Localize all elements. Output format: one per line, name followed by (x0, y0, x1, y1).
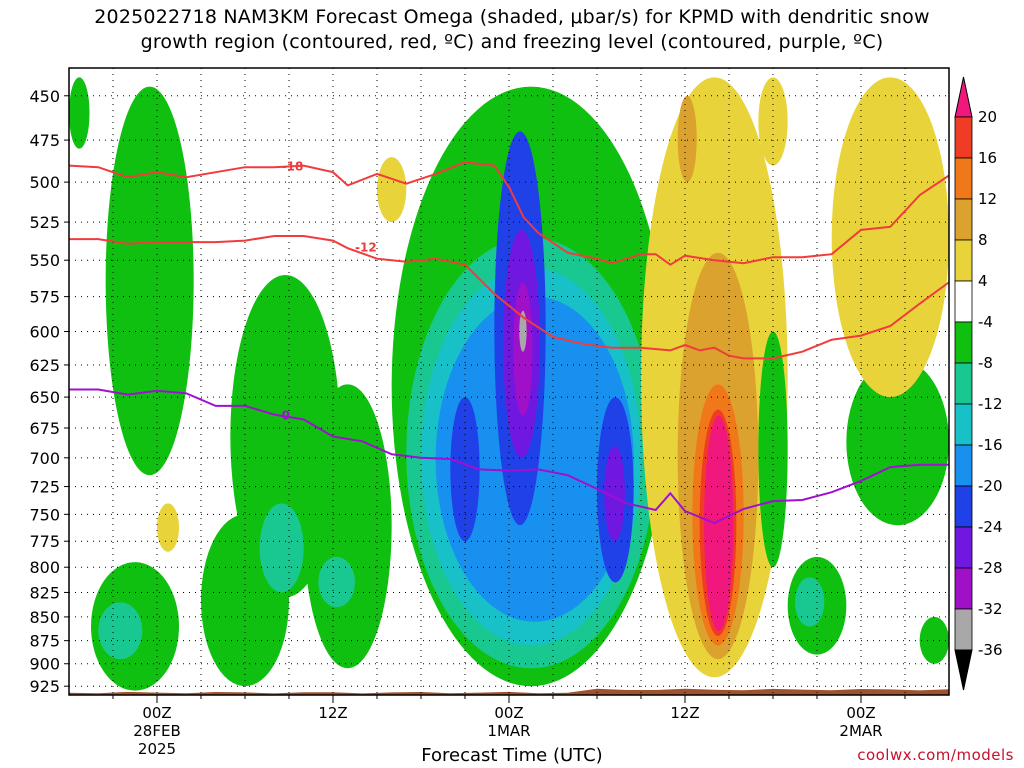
grid-layer (69, 68, 949, 695)
omega-region-32 (919, 616, 949, 664)
y-tick-label-700: 700 (29, 449, 60, 468)
x-tick-label-48-0: 00Z (846, 704, 875, 722)
colorbar-label-8: -16 (978, 436, 1003, 454)
colorbar-bin-4 (954, 239, 973, 282)
omega-region-31 (846, 358, 949, 526)
colorbar-bin-13 (954, 608, 973, 651)
omega-region-4 (157, 503, 179, 552)
x-tick-label-0-2: 2025 (138, 740, 176, 758)
y-tick-label-450: 450 (29, 87, 60, 106)
omega-region-19 (519, 310, 527, 352)
contour-line-2 (69, 388, 949, 525)
colorbar-bin-11 (954, 526, 973, 569)
terrain-layer (69, 688, 949, 695)
x-tick-label-0-0: 00Z (142, 704, 171, 722)
contour-line-1 (69, 235, 949, 360)
colorbar-bin-9 (954, 444, 973, 487)
colorbar-label-12: -32 (978, 600, 1003, 618)
y-tick-label-825: 825 (29, 583, 60, 602)
credit-text: coolwx.com/models (857, 746, 1014, 764)
colorbar-bin-10 (954, 485, 973, 528)
y-tick-label-875: 875 (29, 632, 60, 651)
x-tick-label-48-1: 2MAR (839, 722, 882, 740)
omega-region-1 (98, 602, 143, 660)
colorbar-bin-12 (954, 567, 973, 610)
x-tick-label-24-0: 00Z (494, 704, 523, 722)
contour-layer: -18 -12 0 (69, 160, 949, 525)
colorbar-label-10: -24 (978, 518, 1003, 536)
colorbar-bin-7 (954, 362, 973, 405)
y-tick-label-725: 725 (29, 478, 60, 497)
colorbar: 20 16 12 8 4 -4 -8 -12 -16 -20 -24 -28 -32 -36 (954, 76, 1003, 691)
omega-shading-layer (69, 77, 949, 691)
y-tick-label-775: 775 (29, 532, 60, 551)
omega-region-2 (105, 86, 194, 476)
y-tick-label-475: 475 (29, 131, 60, 150)
x-tick-label-0-1: 28FEB (133, 722, 180, 740)
colorbar-label-1: 16 (978, 149, 997, 167)
y-tick-label-575: 575 (29, 288, 60, 307)
chart-title-line-1: 2025022718 NAM3KM Forecast Omega (shaded… (94, 6, 930, 28)
y-tick-label-600: 600 (29, 323, 60, 342)
omega-region-30 (795, 577, 825, 627)
y-tick-label-900: 900 (29, 655, 60, 674)
x-tick-label-12-0: 12Z (318, 704, 347, 722)
colorbar-label-6: -8 (978, 354, 993, 372)
y-tick-label-550: 550 (29, 251, 60, 270)
colorbar-label-3: 8 (978, 231, 988, 249)
y-axis: 450 475 500 525 550 575 600 625 650 675 700 725 750 7… (29, 87, 69, 696)
colorbar-bin-1 (954, 116, 973, 159)
colorbar-label-7: -12 (978, 395, 1003, 413)
colorbar-bin-5 (954, 280, 973, 323)
omega-region-34 (758, 77, 788, 166)
colorbar-label-11: -28 (978, 559, 1003, 577)
contour-label-0: -18 (282, 160, 304, 174)
y-tick-label-650: 650 (29, 388, 60, 407)
y-tick-label-625: 625 (29, 356, 60, 375)
chart-title-line-2: growth region (contoured, red, ºC) and f… (140, 31, 884, 53)
omega-region-15 (450, 397, 480, 542)
omega-region-3 (69, 77, 90, 149)
colorbar-label-13: -36 (978, 641, 1003, 659)
y-tick-label-800: 800 (29, 558, 60, 577)
colorbar-label-4: 4 (978, 272, 988, 290)
x-axis-title: Forecast Time (UTC) (421, 745, 603, 766)
omega-region-7 (259, 503, 304, 593)
colorbar-label-9: -20 (978, 477, 1003, 495)
omega-region-33 (831, 77, 949, 398)
colorbar-label-0: 20 (978, 108, 997, 126)
y-tick-label-850: 850 (29, 608, 60, 627)
contour-line-0 (69, 161, 949, 266)
terrain-surface (69, 688, 949, 695)
colorbar-bin-3 (954, 198, 973, 241)
y-tick-label-675: 675 (29, 419, 60, 438)
y-tick-label-500: 500 (29, 173, 60, 192)
contour-label-2: 0 (282, 409, 290, 423)
omega-region-21 (604, 446, 625, 542)
x-tick-label-24-1: 1MAR (487, 722, 530, 740)
y-tick-label-925: 925 (29, 677, 60, 696)
x-tick-label-36-0: 12Z (670, 704, 699, 722)
colorbar-bottom-triangle (954, 649, 973, 691)
omega-region-27 (677, 95, 697, 183)
colorbar-bin-6 (954, 321, 973, 364)
colorbar-label-5: -4 (978, 313, 993, 331)
omega-region-10 (377, 157, 407, 223)
colorbar-bin-2 (954, 157, 973, 200)
omega-region-9 (318, 556, 355, 608)
y-tick-label-750: 750 (29, 505, 60, 524)
colorbar-top-triangle (954, 76, 973, 118)
colorbar-label-2: 12 (978, 190, 997, 208)
omega-region-26 (704, 415, 734, 632)
y-tick-label-525: 525 (29, 213, 60, 232)
contour-label-1: -12 (355, 241, 377, 255)
omega-region-28 (758, 331, 788, 568)
colorbar-bin-8 (954, 403, 973, 446)
